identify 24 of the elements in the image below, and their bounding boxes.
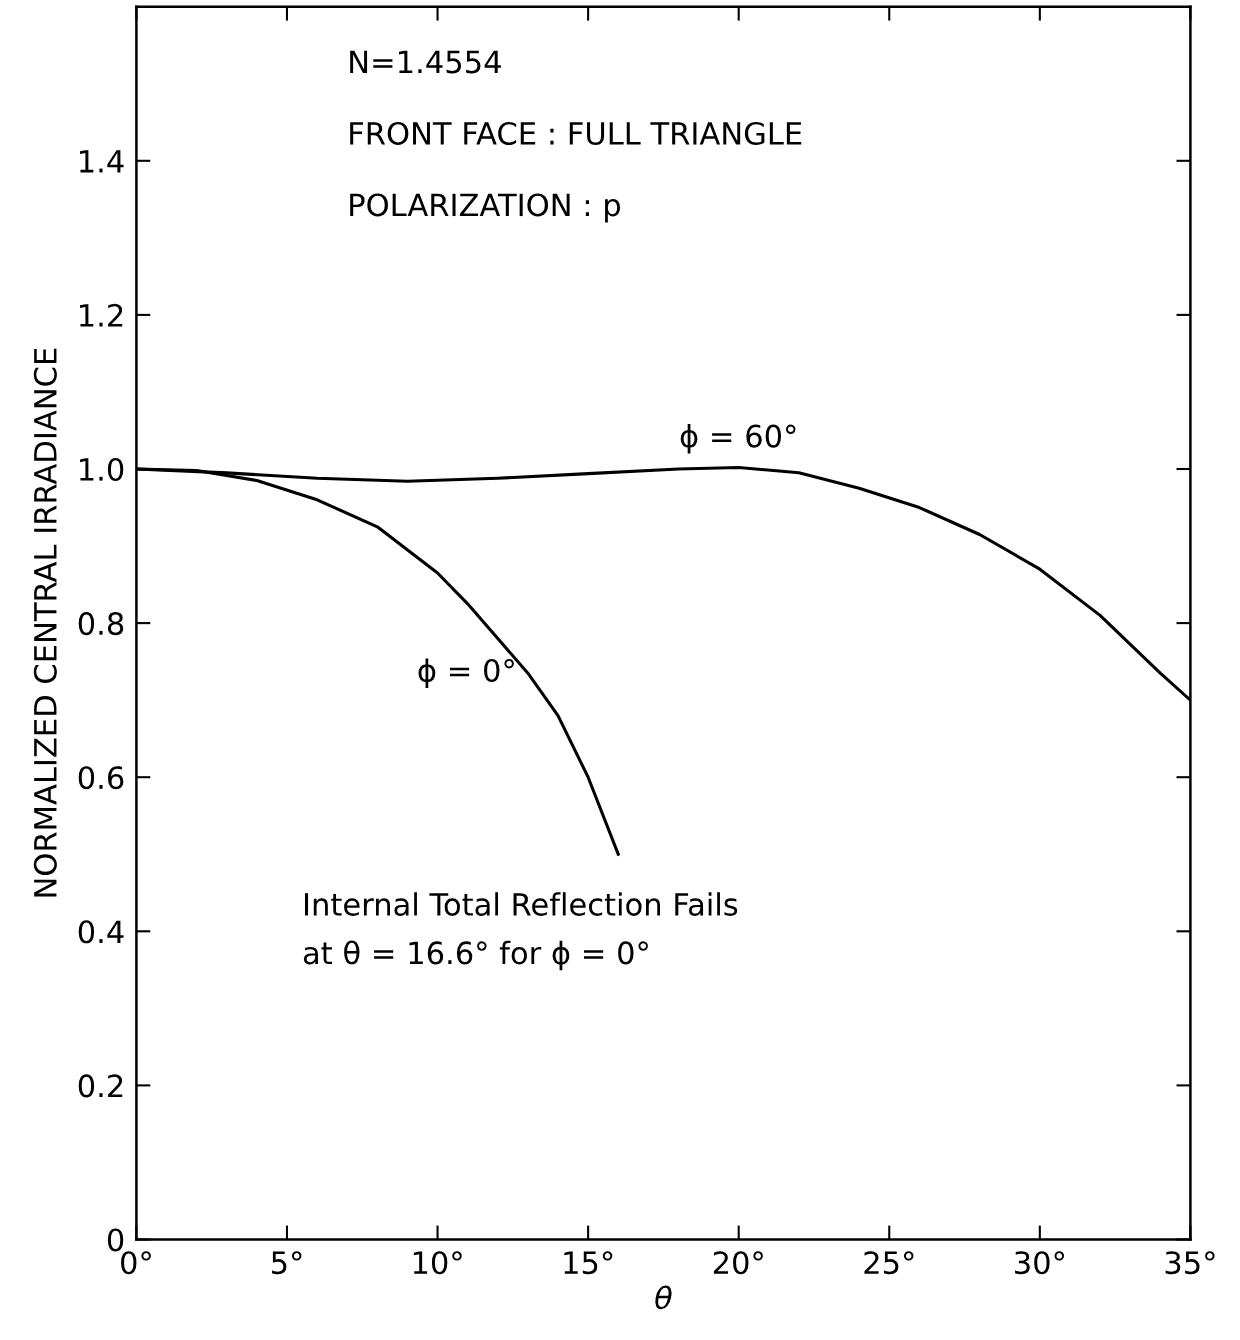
y-tick-label: 1.4	[80, 150, 124, 173]
y-tick-label: 0.4	[78, 920, 124, 944]
x-tick-label: 20°	[713, 1251, 763, 1275]
y-tick-label: 0	[107, 1228, 124, 1252]
x-tick-label: 25°	[864, 1251, 914, 1275]
x-tick-label: 30°	[1015, 1251, 1064, 1275]
x-tick-label: 35°	[1165, 1251, 1215, 1275]
annotation: Internal Total Reflection Fails at θ = 16.6° for ϕ = 0°	[303, 892, 738, 971]
y-axis-title: NORMALIZED CENTRAL IRRADIANCE	[33, 348, 57, 897]
x-tick-label: 0°	[121, 1251, 151, 1275]
y-tick-label: 1.0	[80, 457, 124, 482]
y-tick-label: 0.8	[78, 612, 124, 636]
y-tick-label: 1.2	[80, 303, 123, 327]
annotation: ϕ = 0°	[418, 658, 514, 688]
annotation: N=1.4554	[350, 50, 501, 74]
x-tick-label: 5°	[271, 1251, 302, 1275]
y-tick-label: 0.6	[78, 766, 124, 790]
x-axis-title: θ	[655, 1285, 672, 1310]
annotation: FRONT FACE : FULL TRIANGLE	[350, 121, 802, 145]
annotation: POLARIZATION : p	[350, 193, 621, 223]
x-tick-label: 15°	[564, 1251, 613, 1275]
annotation: ϕ = 60°	[680, 424, 796, 454]
y-tick-label: 0.2	[78, 1074, 123, 1098]
x-tick-label: 10°	[413, 1251, 462, 1275]
